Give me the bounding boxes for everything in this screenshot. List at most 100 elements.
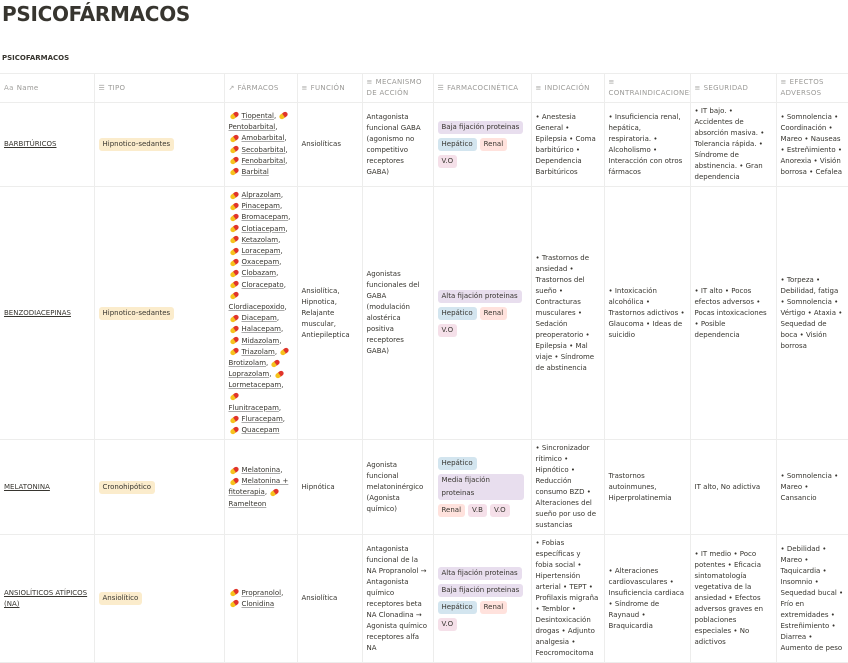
column-header-farmacocinética[interactable]: ☰ FARMACOCINÉTICA [432,73,532,103]
drug-link[interactable]: Loprazolam [228,370,270,379]
cell-indicacion[interactable]: • Anestesia General • Epilepsia • Coma b… [530,102,605,187]
cell-farmacocinetica[interactable]: Alta fijación proteinas Hepático Renal V.O [432,185,532,441]
cell-funcion[interactable]: Ansiolítica, Hipnotica, Relajante muscul… [296,185,363,441]
column-header-mecanismo-de-acción[interactable]: ≡ MECANISMO DE ACCIÓN [361,73,434,103]
row-name-link[interactable]: MELATONINA [4,482,50,491]
drug-link[interactable]: Triazolam [241,347,275,356]
farmacocinetica-tag: Baja fijación proteinas [437,583,524,597]
cell-farmacos[interactable]: Melatonina, Melatonina + fitoterapia, Ra… [223,439,298,536]
cell-name[interactable]: BARBITÚRICOS [0,102,95,187]
pill-icon [228,313,240,323]
drug-link[interactable]: Pinacepam [241,202,280,211]
cell-name[interactable]: MELATONINA [0,439,95,536]
cell-tipo[interactable]: Hipnotico-sedantes [93,185,225,441]
drug-link[interactable]: Alprazolam [241,191,281,199]
row-name-link[interactable]: BENZODIACEPINAS [4,308,71,317]
drug-link[interactable]: Melatonina + fitoterapia [228,477,289,497]
drug-link[interactable]: Ramelteon [228,499,267,508]
contraindicaciones-text: Trastornos autoinmunes, Hiperprolatinemi… [608,471,672,502]
cell-efectos[interactable]: • Torpeza • Debilidad, fatiga • Somnolen… [775,185,848,441]
drug-link[interactable]: Lormetacepam [228,381,282,390]
cell-funcion[interactable]: Hipnótica [296,439,363,536]
mecanismo-text: Antagonista funcional GABA (agonismo no … [366,112,421,176]
drug-link[interactable]: Tiopental [241,111,274,120]
drug-link[interactable]: Clotiacepam [241,224,286,233]
cell-mecanismo[interactable]: Agonista funcional melatoninérgico (Agon… [361,439,434,536]
pill-icon [228,324,240,335]
column-header-efectos-adversos[interactable]: ≡ EFECTOS ADVERSOS [775,73,848,103]
cell-efectos[interactable]: • Somnolencia • Mareo • Cansancio [775,439,848,536]
column-header-función[interactable]: ≡ FUNCIÓN [296,73,363,103]
drug-link[interactable]: Quacepam [241,426,280,435]
drug-link[interactable]: Loracepam [241,247,281,256]
drug-link[interactable]: Flunitracepam [228,403,279,412]
column-header-fármacos[interactable]: ↗ FÁRMACOS [223,73,298,103]
efectos-text: • Debilidad • Mareo • Taquicardia • Inso… [780,544,844,652]
cell-contraindicaciones[interactable]: • Intoxicación alcohólica • Trastornos a… [603,185,691,441]
pill-icon [228,268,240,279]
cell-contraindicaciones[interactable]: Trastornos autoinmunes, Hiperprolatinemi… [603,439,691,536]
cell-tipo[interactable]: Hipnotico-sedantes [93,102,225,187]
drug-link[interactable]: Fluracepam [241,415,283,424]
column-header-seguridad[interactable]: ≡ SEGURIDAD [689,73,777,103]
row-name-link[interactable]: ANSIOLÍTICOS ATÍPICOS (NA) [4,588,88,608]
cell-name[interactable]: BENZODIACEPINAS [0,185,95,441]
farmacocinetica-tag: Renal [479,306,508,320]
drug-link[interactable]: Secobarbital [241,145,286,154]
column-header-label: MECANISMO DE ACCIÓN [366,78,422,97]
cell-farmacocinetica[interactable]: Hepático Media fijación proteinas Renal V.B… [432,439,532,536]
cell-farmacos[interactable]: Alprazolam, Pinacepam, Bromacepam, Cloti… [223,185,298,441]
drug-link[interactable]: Melatonina [241,466,281,475]
farmacocinetica-tag: Hepático [437,457,477,471]
pill-icon [228,201,240,211]
cell-indicacion[interactable]: • Sincronizador rítimico • Hipnótico • R… [530,439,605,536]
cell-seguridad[interactable]: • IT alto • Pocos efectos adversos • Poc… [689,185,777,441]
drug-link[interactable]: Pentobarbital [228,123,276,132]
tipo-tag: Hipnotico-sedantes [98,306,175,320]
column-header-tipo[interactable]: ☰ TIPO [93,73,225,103]
efectos-text: • Somnolencia • Coordinación • Mareo • N… [780,112,843,176]
drug-link[interactable]: Cloracepato [241,280,284,289]
drug-link[interactable]: Ketazolam [241,235,279,244]
drug-link[interactable]: Amobarbital [241,134,285,143]
farmacocinetica-tag: Hepático [437,600,477,614]
drug-link[interactable]: Clonidina [241,599,275,608]
cell-efectos[interactable]: • Somnolencia • Coordinación • Mareo • N… [775,102,848,187]
pill-icon [278,111,290,121]
pill-icon [228,414,240,424]
drug-link[interactable]: Oxacepam [241,258,280,267]
drug-link[interactable]: Clordiacepoxido [228,303,285,312]
column-header-name[interactable]: Aa Name [0,73,95,103]
drug-link[interactable]: Midazolam [241,336,280,345]
cell-funcion[interactable]: Ansiolíticas [296,102,363,187]
pill-icon [228,212,240,223]
pill-icon [228,599,240,609]
cell-contraindicaciones[interactable]: • Insuficiencia renal, hepática, respira… [603,102,691,187]
drug-link[interactable]: Barbital [241,167,269,176]
table-row: BENZODIACEPINAS Hipnotico-sedantes Alprazo… [0,185,848,441]
column-header-indicación[interactable]: ≡ INDICACIÓN [530,73,605,103]
pill-icon [274,369,285,379]
property-type-icon: ≡ [301,83,308,92]
property-type-icon: ≡ [694,83,701,92]
property-type-icon: ≡ [608,78,615,86]
cell-seguridad[interactable]: IT alto, No adictiva [689,439,777,536]
cell-tipo[interactable]: Cronohipótico [93,439,225,536]
column-header-contraindicaciones[interactable]: ≡ CONTRAINDICACIONES [603,73,691,103]
drug-link[interactable]: Bromacepam [241,213,289,222]
drug-link[interactable]: Halacepam [241,325,282,334]
drug-link[interactable]: Brotizolam [228,359,267,368]
drug-link[interactable]: Clobazam [241,269,277,278]
cell-farmacocinetica[interactable]: Baja fijación proteinas Hepático Renal V.O [432,102,532,187]
drug-link[interactable]: Fenobarbital [241,156,286,165]
cell-mecanismo[interactable]: Agonistas funcionales del GABA (modulaci… [361,185,434,441]
farmacocinetica-tag: Renal [479,138,508,151]
column-header-label: SEGURIDAD [703,83,749,92]
cell-seguridad[interactable]: • IT bajo. • Accidentes de absorción mas… [689,102,777,187]
cell-indicacion[interactable]: • Trastornos de ansiedad • Trastornos de… [530,185,605,441]
drug-link[interactable]: Diacepam [241,314,277,323]
cell-farmacos[interactable]: Tiopental, Pentobarbital, Amobarbital, S… [223,102,298,187]
row-name-link[interactable]: BARBITÚRICOS [4,140,57,148]
cell-mecanismo[interactable]: Antagonista funcional GABA (agonismo no … [361,102,434,187]
drug-link[interactable]: Propranolol [241,588,282,597]
